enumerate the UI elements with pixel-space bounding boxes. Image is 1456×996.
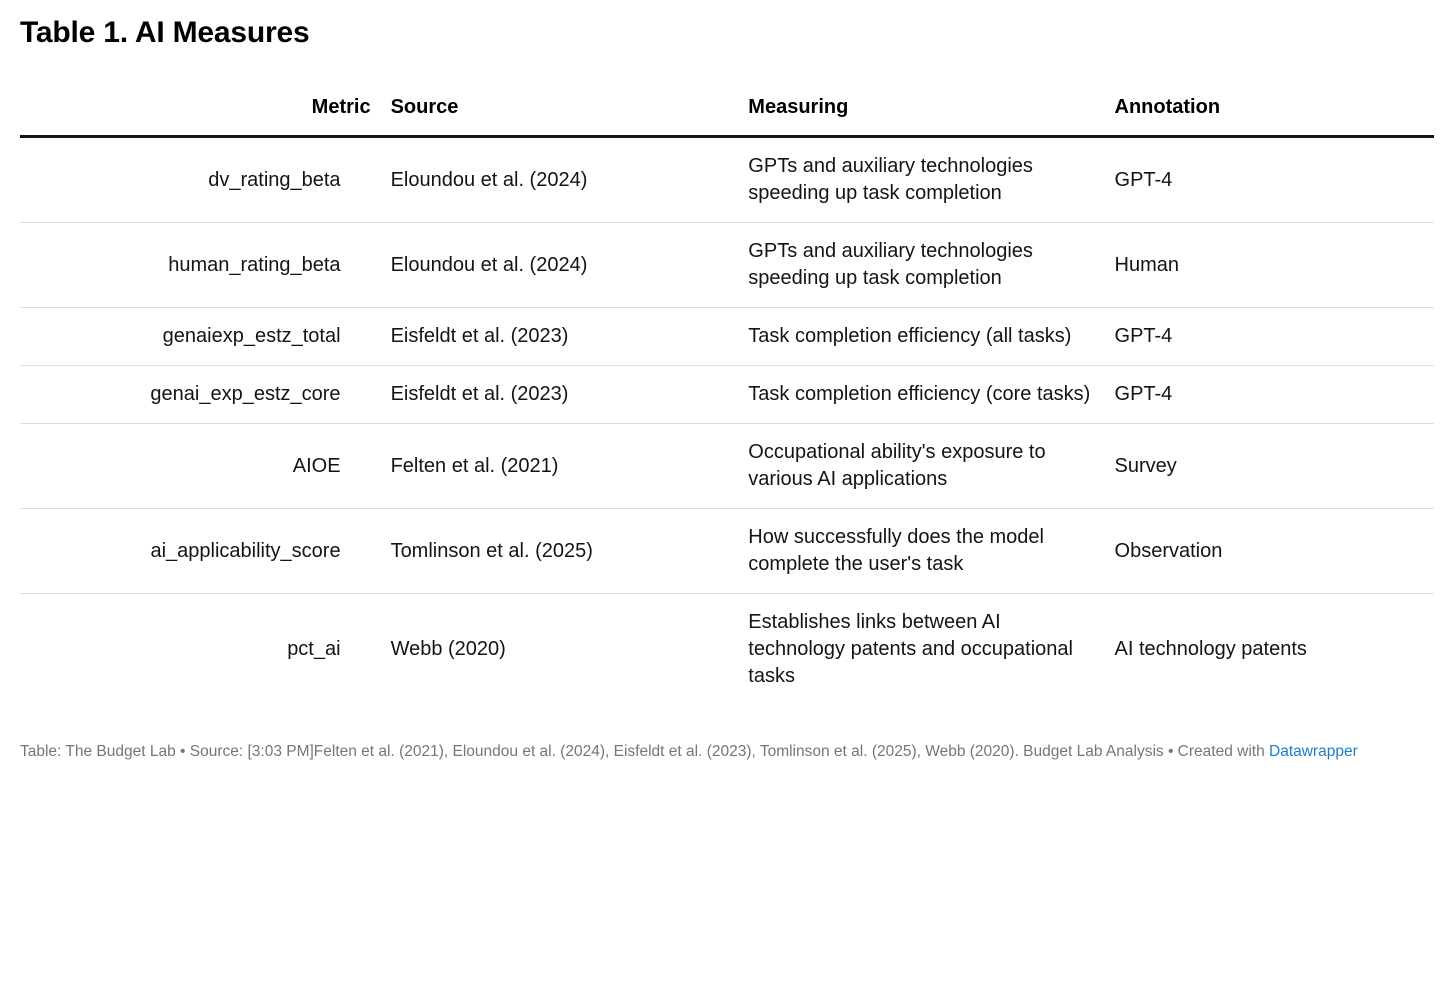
attribution-text: Table: The Budget Lab • Source: [3:03 PM… [20, 743, 1269, 760]
cell-measuring: Establishes links between AI technology … [738, 593, 1105, 705]
cell-source: Eisfeldt et al. (2023) [380, 307, 739, 366]
table-row: human_rating_beta Eloundou et al. (2024)… [20, 222, 1434, 308]
cell-annotation: Human [1104, 222, 1434, 308]
ai-measures-table: Metric Source Measuring Annotation dv_ra… [20, 84, 1434, 705]
cell-measuring: How successfully does the model complete… [738, 508, 1105, 594]
column-header-source: Source [380, 84, 739, 138]
cell-annotation: Survey [1104, 423, 1434, 509]
cell-measuring: Occupational ability's exposure to vario… [738, 423, 1105, 509]
column-header-measuring: Measuring [738, 84, 1105, 138]
cell-annotation: AI technology patents [1104, 593, 1434, 705]
cell-metric: ai_applicability_score [20, 508, 381, 594]
cell-annotation: GPT-4 [1104, 307, 1434, 366]
cell-source: Tomlinson et al. (2025) [380, 508, 739, 594]
cell-measuring: Task completion efficiency (core tasks) [738, 365, 1105, 424]
cell-annotation: GPT-4 [1114, 168, 1173, 191]
cell-measuring: GPTs and auxiliary technologies speeding… [738, 222, 1105, 308]
cell-measuring: Task completion efficiency (all tasks) [738, 307, 1105, 366]
table-row: AIOE Felten et al. (2021) Occupational a… [20, 423, 1434, 509]
table-row: genaiexp_estz_total Eisfeldt et al. (202… [20, 307, 1434, 366]
page-title: Table 1. AI Measures [20, 16, 310, 49]
cell-metric: AIOE [20, 423, 381, 509]
cell-source: Eloundou et al. (2024) [390, 168, 588, 191]
cell-metric: genaiexp_estz_total [20, 307, 381, 366]
cell-metric: dv_rating_beta [208, 168, 341, 191]
table-header-row: Metric Source Measuring Annotation [20, 84, 1434, 138]
datawrapper-link[interactable]: Datawrapper [1269, 743, 1358, 760]
table-row: pct_ai Webb (2020) Establishes links bet… [20, 593, 1434, 705]
cell-metric: pct_ai [20, 593, 381, 705]
cell-annotation: Observation [1104, 508, 1434, 594]
column-header-metric: Metric [20, 84, 381, 138]
table-row: ai_applicability_score Tomlinson et al. … [20, 508, 1434, 594]
cell-source: Webb (2020) [380, 593, 739, 705]
cell-annotation: GPT-4 [1104, 365, 1434, 424]
cell-measuring: GPTs and auxiliary technologies speeding… [748, 155, 1033, 204]
table-row: genai_exp_estz_core Eisfeldt et al. (202… [20, 365, 1434, 424]
column-header-annotation: Annotation [1104, 84, 1434, 138]
cell-metric: human_rating_beta [20, 222, 381, 308]
attribution-footer: Table: The Budget Lab • Source: [3:03 PM… [20, 741, 1434, 763]
cell-source: Eisfeldt et al. (2023) [380, 365, 739, 424]
cell-source: Felten et al. (2021) [380, 423, 739, 509]
cell-metric: genai_exp_estz_core [20, 365, 381, 424]
cell-source: Eloundou et al. (2024) [380, 222, 739, 308]
table-row: dv_rating_beta Eloundou et al. (2024) GP… [20, 137, 1434, 223]
